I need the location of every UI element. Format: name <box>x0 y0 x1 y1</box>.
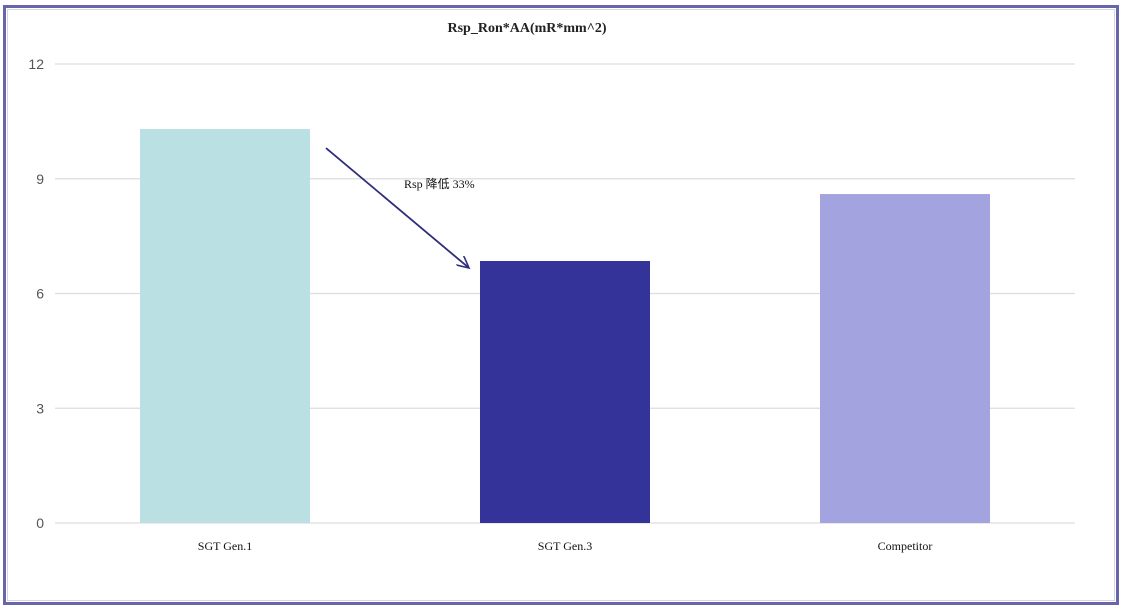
y-tick-label: 6 <box>36 286 44 302</box>
bar-competitor <box>820 194 990 524</box>
reduction-annotation-label: Rsp 降低 33% <box>404 177 475 191</box>
y-axis-tick-labels: 0 3 6 9 12 <box>28 56 44 531</box>
chart-title: Rsp_Ron*AA(mR*mm^2) <box>447 21 606 36</box>
x-axis-tick-labels: SGT Gen.1 SGT Gen.3 Competitor <box>198 539 933 553</box>
bar-sgt-gen-1 <box>140 129 310 523</box>
x-tick-label: SGT Gen.3 <box>538 539 592 553</box>
x-tick-label: SGT Gen.1 <box>198 539 252 553</box>
y-tick-label: 12 <box>28 56 44 72</box>
bar-sgt-gen-3 <box>480 260 650 523</box>
x-tick-label: Competitor <box>878 539 933 553</box>
y-tick-label: 0 <box>36 515 44 531</box>
reduction-arrow <box>325 147 469 268</box>
annotation: Rsp 降低 33% <box>325 147 475 268</box>
y-tick-label: 9 <box>36 171 44 187</box>
chart-frame-inner <box>7 9 1115 601</box>
bars <box>140 129 990 524</box>
y-tick-label: 3 <box>36 400 44 416</box>
